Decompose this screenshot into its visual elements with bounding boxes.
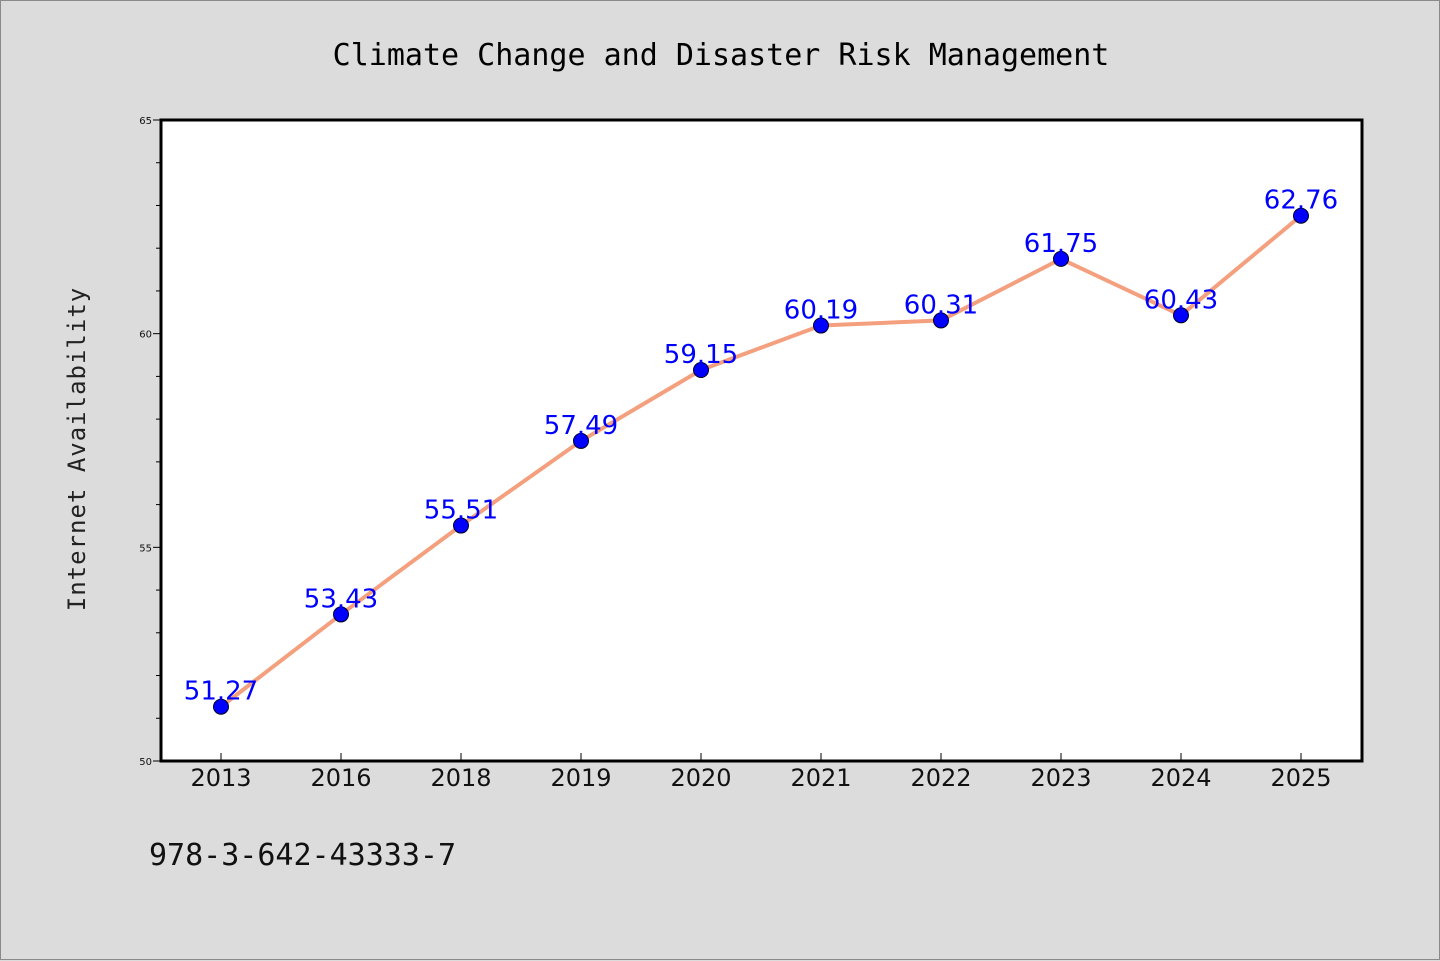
data-label: 57.49 [544, 411, 618, 441]
y-axis-label: Internet Availability [63, 287, 91, 611]
data-point-marker [333, 606, 349, 623]
data-label: 60.43 [1144, 285, 1218, 315]
x-tick-label: 2023 [1030, 764, 1091, 792]
isbn-footnote: 978-3-642-43333-7 [149, 838, 456, 873]
data-point-marker [813, 317, 829, 334]
x-tick-label: 2022 [910, 764, 971, 792]
data-point-marker [453, 517, 469, 534]
y-tick-label: 55 [139, 543, 152, 554]
data-point-marker [213, 698, 229, 715]
data-label: 53.43 [304, 584, 378, 614]
x-tick-label: 2018 [430, 764, 491, 792]
x-axis: 2013 2016 2018 2019 2020 2021 2022 2023 2024 2025 [190, 753, 1332, 792]
x-tick-label: 2021 [790, 764, 851, 792]
data-point-marker [933, 312, 949, 329]
y-axis: 50 55 60 65 [139, 116, 161, 768]
x-tick-label: 2025 [1270, 764, 1331, 792]
y-tick-label: 65 [139, 116, 152, 127]
data-label: 60.19 [784, 296, 858, 326]
data-label: 61.75 [1024, 229, 1098, 259]
x-tick-label: 2019 [550, 764, 611, 792]
data-point-marker [693, 361, 709, 378]
y-tick-label: 60 [139, 330, 152, 341]
x-tick-label: 2016 [310, 764, 371, 792]
data-label: 55.51 [424, 496, 498, 526]
x-tick-label: 2013 [190, 764, 251, 792]
data-label: 51.27 [184, 677, 258, 707]
data-point-marker [573, 432, 589, 449]
data-point-marker [1293, 207, 1309, 224]
data-point-marker [1053, 250, 1069, 267]
plot-area [159, 118, 1364, 763]
y-tick-label: 50 [139, 757, 152, 768]
series-line-group [213, 207, 1309, 715]
data-label-group: 51.27 53.43 55.51 57.49 59.15 60.19 60.31 61.75… [184, 186, 1338, 707]
x-tick-label: 2024 [1150, 764, 1211, 792]
data-label: 60.31 [904, 290, 978, 320]
data-point-marker [1173, 307, 1189, 324]
data-label: 62.76 [1264, 186, 1338, 216]
x-tick-label: 2020 [670, 764, 731, 792]
series-line [219, 213, 1303, 709]
chart-title: Climate Change and Disaster Risk Managem… [333, 38, 1110, 73]
data-label: 59.15 [664, 340, 738, 370]
